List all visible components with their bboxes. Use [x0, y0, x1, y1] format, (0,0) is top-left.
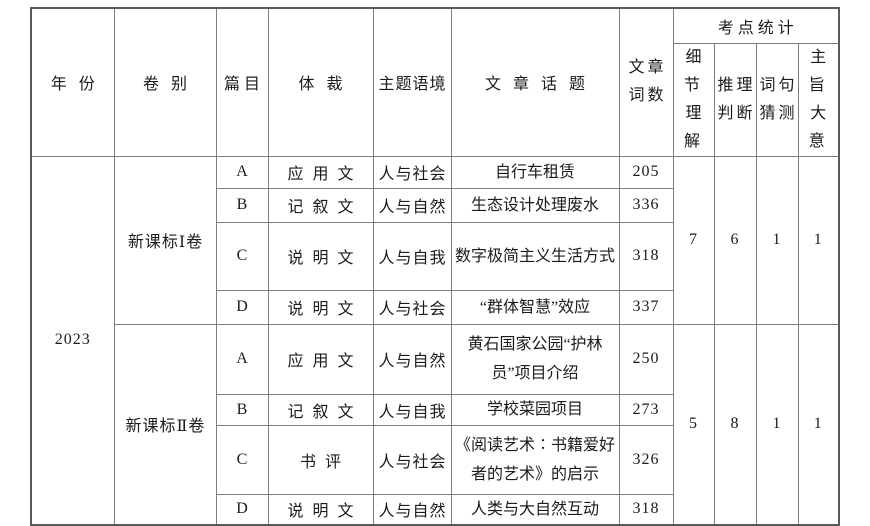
- header-word-count-line1: 文章: [628, 59, 667, 77]
- cell-genre: 记叙文: [267, 187, 374, 223]
- cell-theme: 人与自然: [372, 493, 452, 526]
- cell-theme: 人与自我: [372, 221, 452, 291]
- cell-passage: D: [215, 289, 269, 325]
- cell-topic: 学校菜园项目: [450, 393, 620, 426]
- cell-theme: 人与自我: [372, 393, 452, 426]
- cell-paper: 新课标Ⅰ卷: [113, 155, 217, 325]
- cell-stat: 6: [713, 155, 757, 325]
- cell-stat: 1: [755, 323, 799, 526]
- header-paper: 卷别: [113, 7, 217, 157]
- cell-theme: 人与社会: [372, 289, 452, 325]
- cell-topic: 黄石国家公园“护林员”项目介绍: [450, 323, 620, 395]
- cell-topic: 人类与大自然互动: [450, 493, 620, 526]
- cell-word-count: 337: [618, 289, 674, 325]
- cell-theme: 人与社会: [372, 424, 452, 495]
- header-stat-word-guess: 词句 猜测: [755, 42, 799, 157]
- cell-genre: 书评: [267, 424, 374, 495]
- exam-analysis-table: 年份 卷别 篇目 体裁 主题语境 文章话题 文章 词数 考点统计 细节 理解 推…: [30, 7, 841, 526]
- cell-word-count: 273: [618, 393, 674, 426]
- header-stat-main-idea: 主旨 大意: [797, 42, 840, 157]
- header-stats-group: 考点统计: [672, 7, 840, 44]
- cell-passage: A: [215, 323, 269, 395]
- cell-word-count: 318: [618, 493, 674, 526]
- header-word-count-line2: 词数: [628, 87, 667, 105]
- cell-topic: 自行车租赁: [450, 155, 620, 189]
- cell-stat: 1: [797, 155, 840, 325]
- cell-word-count: 336: [618, 187, 674, 223]
- header-topic: 文章话题: [450, 7, 620, 157]
- header-stat-inference: 推理 判断: [713, 42, 757, 157]
- cell-topic: 《阅读艺术∶书籍爱好者的艺术》的启示: [450, 424, 620, 495]
- header-genre: 体裁: [267, 7, 374, 157]
- cell-topic: 数字极简主义生活方式: [450, 221, 620, 291]
- cell-topic: 生态设计处理废水: [450, 187, 620, 223]
- cell-genre: 记叙文: [267, 393, 374, 426]
- cell-genre: 说明文: [267, 221, 374, 291]
- cell-theme: 人与自然: [372, 323, 452, 395]
- cell-paper: 新课标Ⅱ卷: [113, 323, 217, 526]
- cell-genre: 说明文: [267, 289, 374, 325]
- cell-genre: 应用文: [267, 323, 374, 395]
- cell-word-count: 205: [618, 155, 674, 189]
- cell-stat: 1: [797, 323, 840, 526]
- page: 年份 卷别 篇目 体裁 主题语境 文章话题 文章 词数 考点统计 细节 理解 推…: [30, 7, 841, 526]
- header-year: 年份: [30, 7, 115, 157]
- cell-stat: 7: [672, 155, 715, 325]
- cell-year: 2023: [30, 155, 115, 526]
- cell-theme: 人与自然: [372, 187, 452, 223]
- cell-passage: D: [215, 493, 269, 526]
- cell-topic: “群体智慧”效应: [450, 289, 620, 325]
- header-word-count: 文章 词数: [618, 7, 674, 157]
- cell-passage: C: [215, 424, 269, 495]
- cell-word-count: 326: [618, 424, 674, 495]
- header-passage: 篇目: [215, 7, 269, 157]
- cell-word-count: 250: [618, 323, 674, 395]
- header-theme: 主题语境: [372, 7, 452, 157]
- cell-stat: 1: [755, 155, 799, 325]
- cell-passage: B: [215, 187, 269, 223]
- cell-genre: 说明文: [267, 493, 374, 526]
- cell-word-count: 318: [618, 221, 674, 291]
- cell-passage: C: [215, 221, 269, 291]
- cell-stat: 8: [713, 323, 757, 526]
- cell-theme: 人与社会: [372, 155, 452, 189]
- header-stat-detail: 细节 理解: [672, 42, 715, 157]
- cell-passage: A: [215, 155, 269, 189]
- cell-genre: 应用文: [267, 155, 374, 189]
- cell-stat: 5: [672, 323, 715, 526]
- cell-passage: B: [215, 393, 269, 426]
